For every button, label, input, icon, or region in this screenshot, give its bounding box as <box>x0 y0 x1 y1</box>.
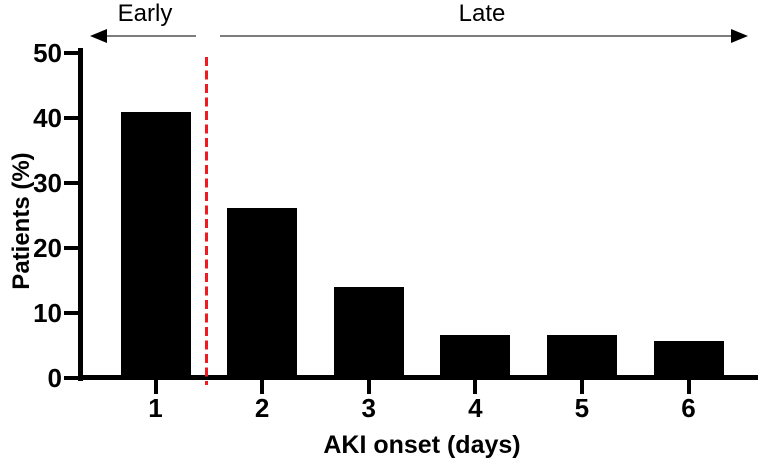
x-tick-label: 1 <box>148 393 163 423</box>
arrow-right-icon <box>731 29 748 43</box>
x-axis-tick <box>153 380 158 394</box>
x-tick-label: 5 <box>574 393 590 423</box>
x-axis-tick <box>579 380 584 394</box>
x-tick-label: 2 <box>254 393 270 423</box>
x-axis-title: AKI onset (days) <box>323 431 521 459</box>
bar-day-4 <box>440 335 511 380</box>
y-tick-label: 40 <box>33 102 62 133</box>
x-tick-label: 4 <box>468 393 483 423</box>
y-axis-tick <box>64 115 78 120</box>
bar-day-5 <box>546 335 617 380</box>
x-axis-tick <box>260 380 265 394</box>
y-axis-tick <box>64 310 78 315</box>
late-region-label: Late <box>458 0 506 27</box>
y-tick-label: 10 <box>33 297 62 328</box>
y-axis-tick <box>64 245 78 250</box>
early-region-label: Early <box>117 0 173 27</box>
bar-day-2 <box>227 208 298 380</box>
y-axis-tick <box>64 180 78 185</box>
x-axis-tick <box>366 380 371 394</box>
y-axis-tick <box>64 375 78 380</box>
early-arrow-line <box>104 35 196 37</box>
arrow-left-icon <box>90 29 107 43</box>
late-arrow-line <box>220 35 732 37</box>
x-axis-line <box>78 375 758 380</box>
x-axis-tick <box>473 380 478 394</box>
y-axis-tick <box>64 51 78 55</box>
y-axis-line <box>78 48 83 381</box>
x-tick-label: 6 <box>681 393 696 423</box>
x-tick-label: 3 <box>361 393 376 423</box>
bar-day-6 <box>653 341 724 380</box>
x-axis-tick <box>686 380 691 394</box>
y-tick-label: 30 <box>33 167 62 198</box>
early-late-divider-line <box>205 57 208 385</box>
y-tick-label: 50 <box>33 38 62 68</box>
y-tick-label: 20 <box>33 232 62 263</box>
bar-day-3 <box>333 287 404 380</box>
y-tick-label: 0 <box>47 362 62 393</box>
bar-day-1 <box>120 112 191 380</box>
